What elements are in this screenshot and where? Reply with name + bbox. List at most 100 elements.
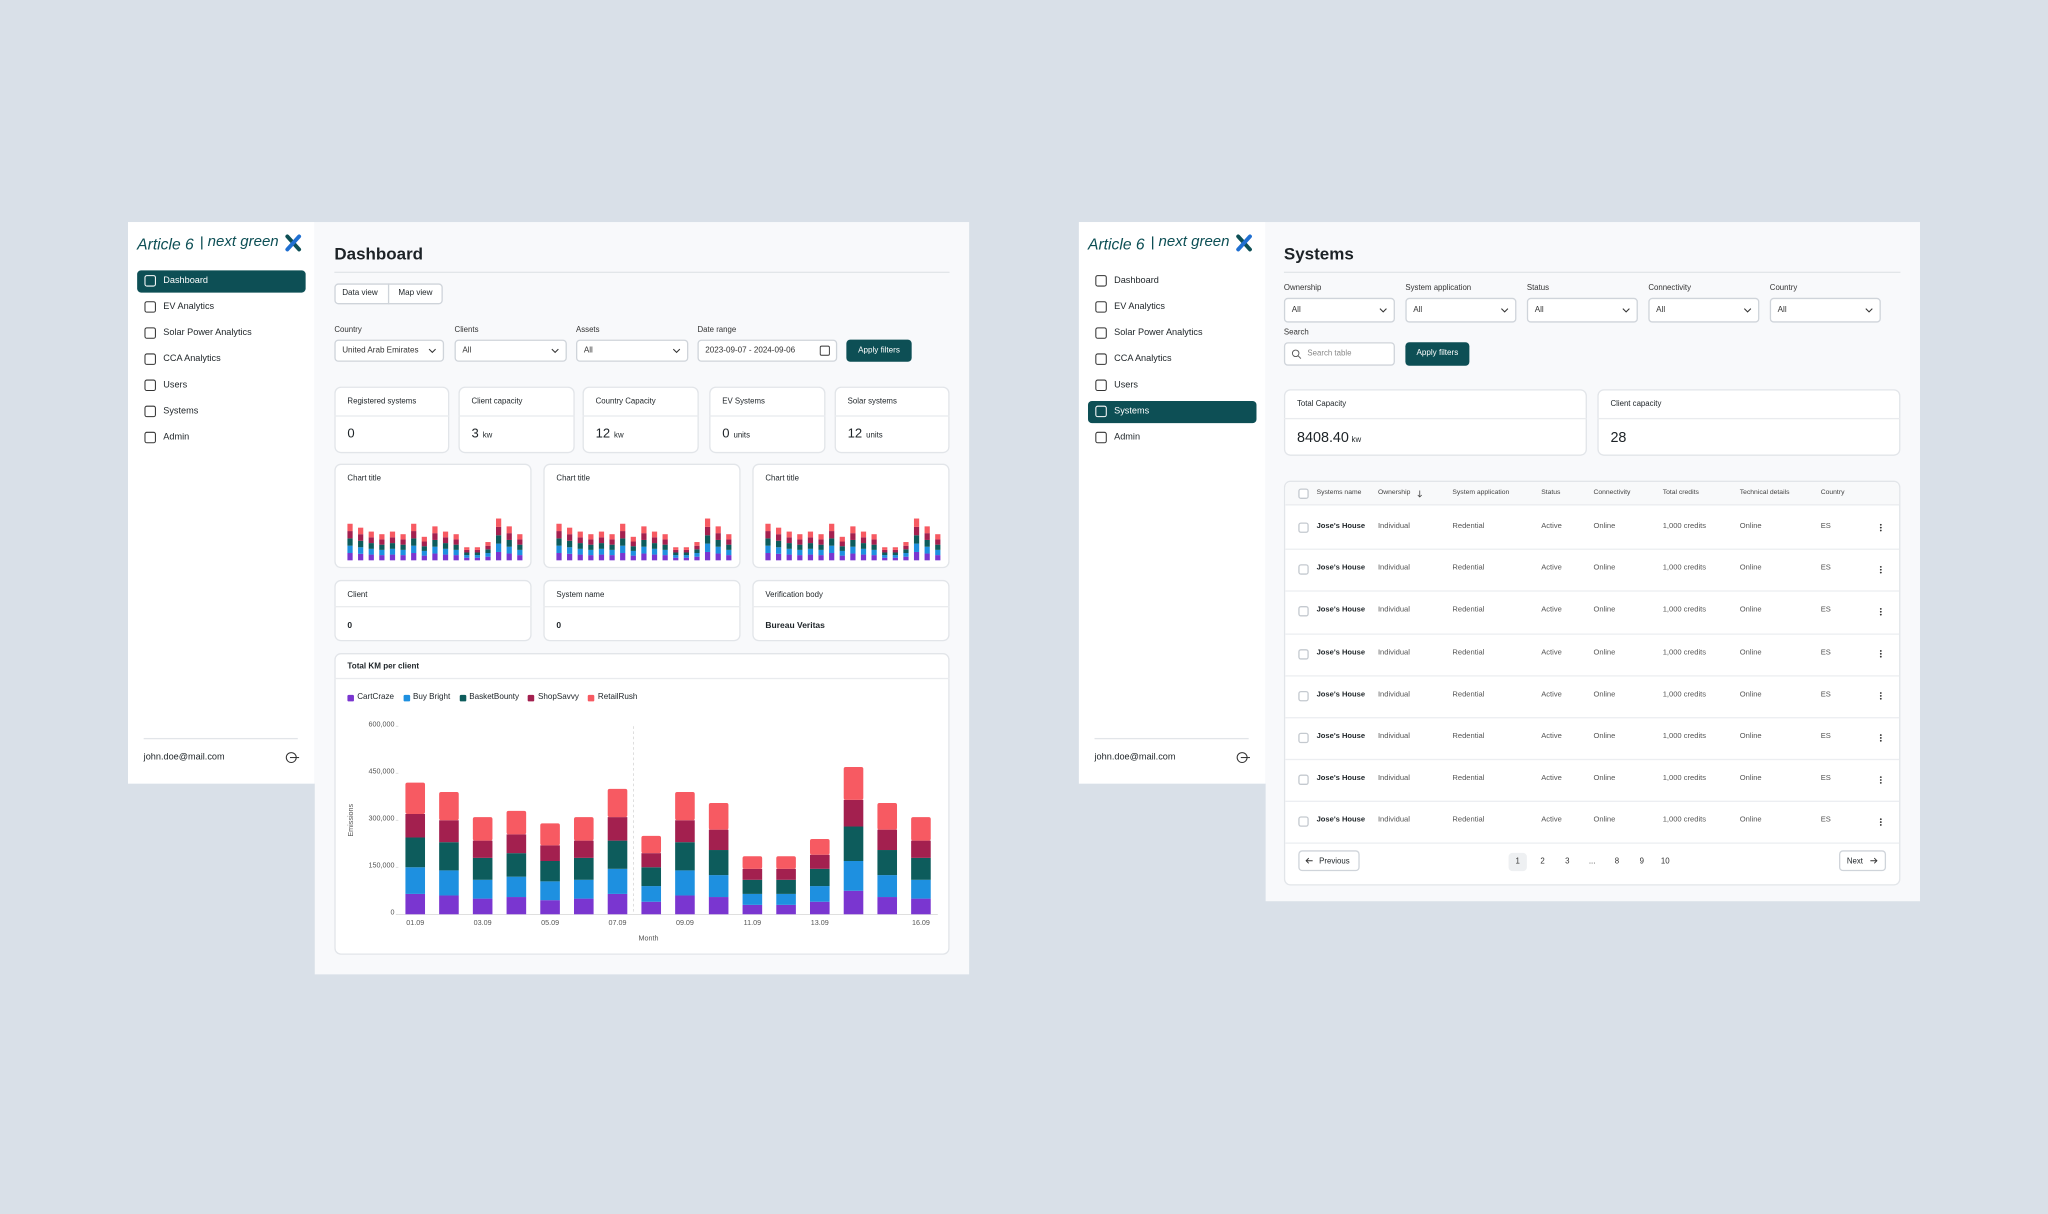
stat-unit: units [866,432,883,441]
stat-divider [334,415,450,417]
page-number[interactable]: 3 [1565,857,1570,866]
checkbox[interactable] [1298,522,1309,533]
table-header [1285,481,1900,506]
input-value: All [1291,304,1301,314]
prev-label[interactable]: Previous [1319,857,1350,866]
search-input[interactable] [1283,342,1395,366]
legend-item: RetailRush [588,692,637,702]
stat-unit: kw [614,432,624,441]
filter-input[interactable] [697,339,838,362]
card [1597,389,1901,456]
table-cell: ES [1820,606,1831,615]
input-value: All [1534,304,1544,314]
filter-input[interactable] [454,339,567,362]
filter-input[interactable] [334,339,445,362]
card [1283,480,1901,886]
nav-label[interactable]: Admin [1114,432,1141,443]
column-header: Status [1541,489,1561,497]
card [582,386,699,454]
x-tick-label: 07.09 [608,919,627,928]
column-header: Ownership [1377,489,1411,497]
page-number[interactable]: 8 [1614,857,1620,866]
legend-label: ShopSavvy [538,692,579,702]
nav-label[interactable]: CCA Analytics [1114,354,1172,364]
nav-label[interactable]: Admin [163,432,190,443]
prev-button[interactable] [1298,850,1360,872]
checkbox[interactable] [1298,690,1309,702]
filter-input[interactable] [1283,297,1395,323]
table-cell: Redential [1452,606,1485,615]
x-tick-label: 11.09 [743,919,762,928]
nav-label[interactable]: Dashboard [1114,276,1159,286]
page-number[interactable]: 2 [1540,857,1545,866]
stat-value: 0 [347,427,355,442]
nav-label[interactable]: Users [1114,380,1138,390]
next-button[interactable] [1839,850,1887,872]
table-cell: 1,000 credits [1662,606,1707,615]
y-tick-label: 300,000 [368,815,395,824]
apply-button[interactable] [1405,342,1470,366]
nav-label[interactable]: Solar Power Analytics [1114,328,1203,338]
table-cell: Online [1593,816,1616,825]
next-label[interactable]: Next [1846,857,1863,866]
page-number[interactable]: 9 [1639,857,1644,866]
page-number[interactable]: 10 [1660,857,1670,866]
brand-partner: next green [207,233,279,250]
stat-label: Country Capacity [595,397,656,406]
input-value: All [462,345,472,355]
nav-item-active[interactable] [137,269,306,292]
tab[interactable]: Map view [398,288,433,298]
checkbox[interactable] [1298,488,1309,499]
checkbox[interactable] [1298,606,1309,617]
legend-item: BasketBounty [459,692,519,702]
mini-chart-title: Chart title [765,474,799,483]
stat-unit: kw [482,432,493,441]
table-cell: Active [1541,648,1562,657]
checkbox[interactable] [1298,816,1309,828]
nav-label[interactable]: Systems [163,406,199,416]
info-value: 0 [556,620,562,630]
card [752,579,950,642]
legend-item: ShopSavvy [528,692,579,702]
stat-label: Client capacity [1610,400,1662,409]
nav-label[interactable]: EV Analytics [163,302,215,312]
nav-label[interactable]: CCA Analytics [163,354,221,364]
table-cell: Online [1739,774,1762,783]
brand-partner: next green [1158,233,1230,250]
tab[interactable]: Data view [342,288,378,298]
table-cell: 1,000 credits [1662,648,1707,657]
apply-button[interactable] [846,339,912,362]
stat-label: Client capacity [471,397,523,406]
table-cell: ES [1820,564,1831,573]
page-number[interactable]: 1 [1515,857,1520,866]
table-cell: Individual [1377,522,1410,531]
nav-item-active[interactable] [1087,400,1257,423]
filter-input[interactable] [1769,297,1881,323]
table-cell: Active [1541,606,1562,615]
nav-label[interactable]: Dashboard [163,276,208,286]
page-number[interactable]: ... [1588,857,1596,866]
filter-input[interactable] [1405,297,1517,323]
filter-input[interactable] [575,339,689,362]
filter-label: Ownership [1283,284,1322,292]
info-value: Bureau Veritas [765,620,825,630]
checkbox[interactable] [1298,564,1309,575]
page-title: Dashboard [334,242,424,263]
nav-label[interactable]: Systems [1114,406,1150,416]
column-header: Technical details [1739,489,1790,497]
checkbox[interactable] [1298,648,1309,660]
legend: CartCraze Buy Bright BasketBounty ShopSavvy… [347,692,637,702]
filter-label: Assets [575,326,600,335]
filter-input[interactable] [1648,297,1760,323]
x-tick-label: 09.09 [675,919,694,928]
nav-label[interactable]: EV Analytics [1114,302,1165,312]
checkbox[interactable] [1298,774,1309,786]
checkbox[interactable] [1298,732,1309,744]
column-header: Country [1820,489,1845,497]
nav-label[interactable]: Users [163,380,188,390]
nav-label[interactable]: Solar Power Analytics [163,328,252,338]
table-cell: ES [1820,522,1831,531]
filter-label: Clients [454,326,479,335]
filter-input[interactable] [1526,297,1638,323]
